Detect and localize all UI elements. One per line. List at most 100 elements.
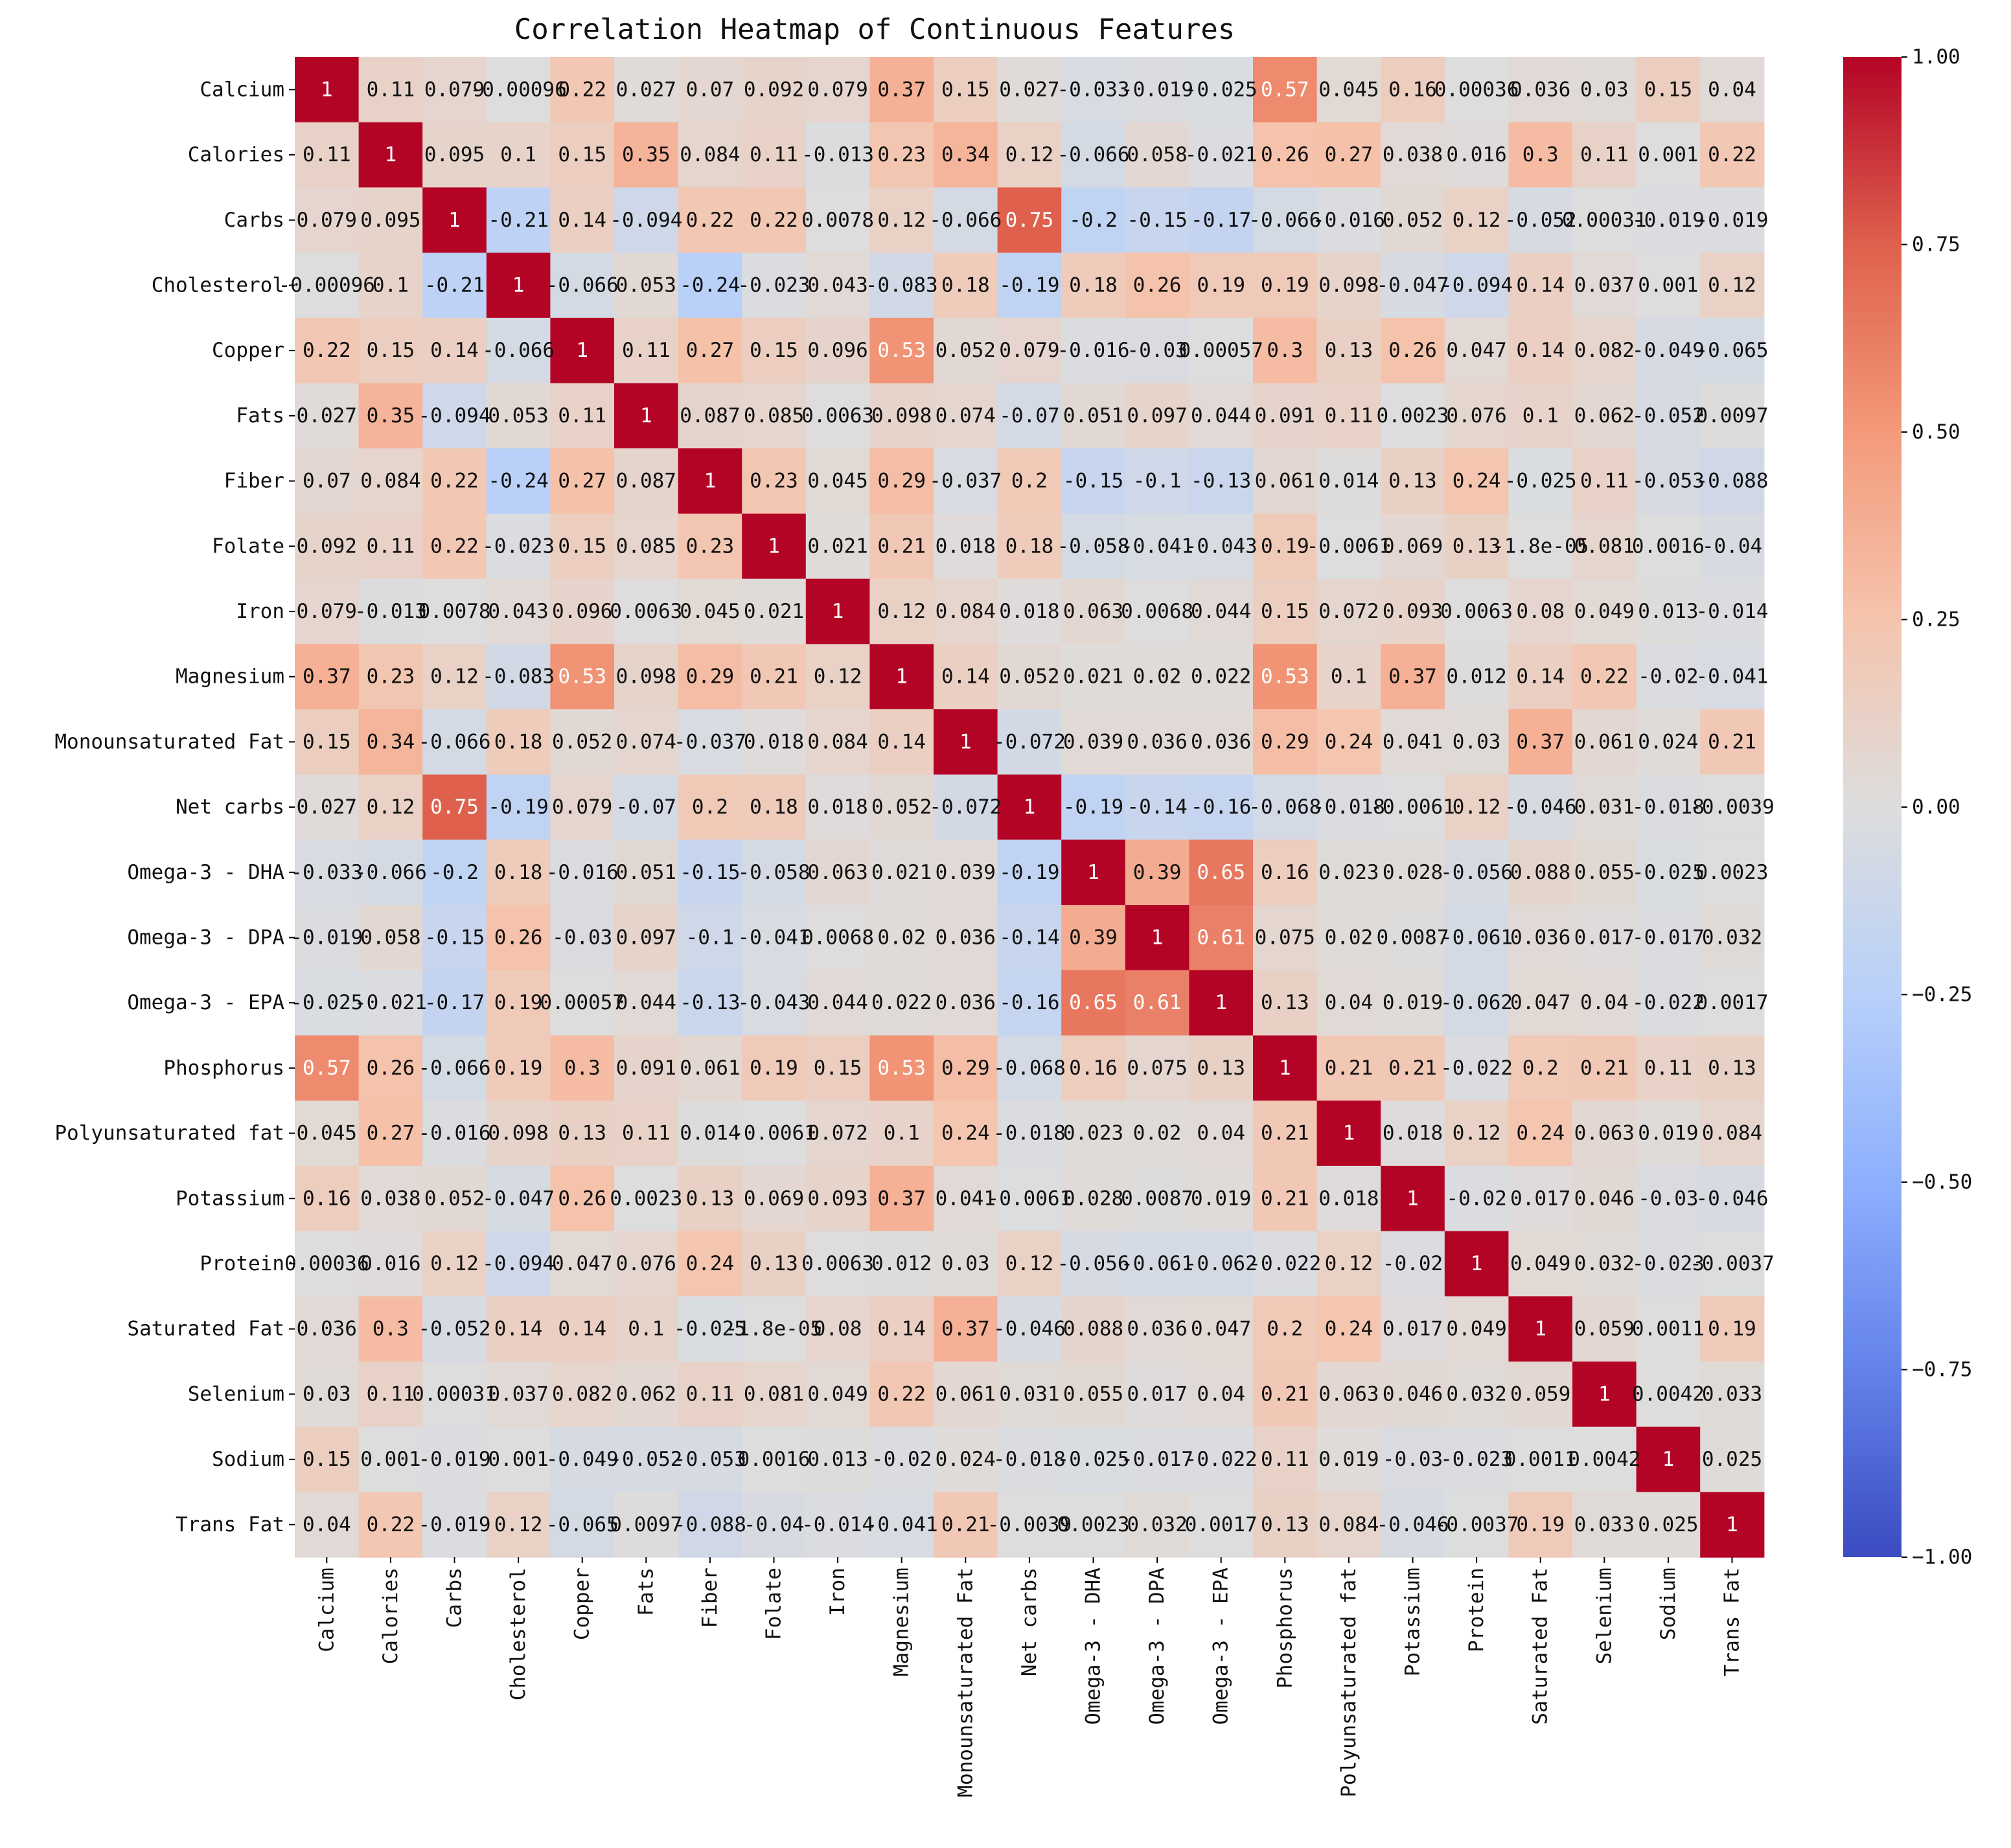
cell-annotation: 0.18	[1006, 534, 1054, 558]
cell-annotation: -0.19	[999, 861, 1059, 884]
heatmap-cell	[678, 1426, 742, 1492]
heatmap-cell	[742, 1101, 807, 1167]
cell-annotation: 0.047	[1446, 339, 1506, 362]
heatmap-cell	[486, 1426, 551, 1492]
heatmap-cell	[1253, 970, 1318, 1036]
heatmap-cell	[997, 122, 1062, 188]
cell-annotation: 0.027	[297, 795, 357, 819]
heatmap-cell	[997, 1035, 1062, 1101]
heatmap-cell	[1381, 1492, 1445, 1558]
heatmap-cell	[1381, 839, 1445, 906]
cell-annotation: 0.018	[936, 534, 996, 558]
cell-annotation: -0.066	[482, 339, 555, 362]
heatmap-cell	[1572, 970, 1637, 1036]
cell-annotation: -0.0061	[987, 1187, 1072, 1210]
heatmap-cell	[869, 1101, 934, 1167]
cell-annotation: 0.12	[877, 600, 926, 623]
cell-annotation: -0.15	[680, 861, 740, 884]
cell-annotation: -0.019	[1632, 209, 1705, 232]
cell-annotation: 0.023	[1063, 1122, 1123, 1145]
heatmap-cell	[1316, 187, 1381, 253]
cell-annotation: 0.076	[616, 1252, 676, 1275]
cell-annotation: 1	[1024, 795, 1036, 819]
heatmap-cell	[1636, 1035, 1701, 1101]
heatmap-cell	[742, 513, 807, 580]
cell-annotation: -0.0061	[1307, 534, 1392, 558]
cell-annotation: -0.033	[1057, 78, 1130, 101]
cell-annotation: 0.0011	[1632, 1318, 1705, 1341]
cell-annotation: 0.35	[622, 143, 671, 166]
heatmap-cell	[422, 57, 487, 123]
cell-annotation: 0.13	[1388, 470, 1437, 493]
x-tick-label: Cholesterol	[507, 1568, 530, 1700]
heatmap-cell	[1253, 1426, 1318, 1492]
cell-annotation: 0.08	[814, 1318, 862, 1341]
cell-annotation: 0.085	[744, 404, 804, 428]
cell-annotation: 0.11	[367, 78, 415, 101]
heatmap-cell	[678, 644, 742, 710]
cell-annotation: 0.098	[871, 404, 932, 428]
cell-annotation: -0.052	[1632, 404, 1705, 428]
cell-annotation: 0.21	[1325, 1056, 1373, 1080]
heatmap-cell	[614, 187, 679, 253]
cell-annotation: -0.0039	[987, 1513, 1072, 1536]
heatmap-cell	[1381, 383, 1445, 449]
cell-annotation: 1	[1215, 991, 1227, 1014]
heatmap-cell	[550, 839, 615, 906]
heatmap-cell	[997, 57, 1062, 123]
heatmap-cell	[614, 383, 679, 449]
cell-annotation: 0.0097	[1696, 404, 1769, 428]
heatmap-cell	[1636, 774, 1701, 840]
cell-annotation: 0.22	[1708, 143, 1756, 166]
cell-annotation: -0.017	[1632, 926, 1705, 949]
cell-annotation: 0.13	[1261, 991, 1309, 1014]
cell-annotation: 0.001	[360, 1448, 420, 1471]
heatmap-cell	[1508, 1231, 1573, 1297]
cell-annotation: 1	[576, 339, 588, 362]
heatmap-cell	[1125, 1296, 1189, 1362]
cell-annotation: 0.11	[1580, 470, 1629, 493]
colorbar-tick-label: 0.25	[1912, 608, 1960, 632]
cell-annotation: 0.53	[558, 665, 606, 689]
cell-annotation: -0.24	[680, 273, 740, 297]
cell-annotation: 0.031	[999, 1382, 1059, 1406]
heatmap-cell	[1508, 187, 1573, 253]
cell-annotation: 0.032	[1446, 1382, 1506, 1406]
cell-annotation: 0.091	[1255, 404, 1315, 428]
heatmap-cell	[1700, 513, 1765, 580]
cell-annotation: 0.061	[1255, 470, 1315, 493]
cell-annotation: -0.0037	[1690, 1252, 1775, 1275]
cell-annotation: -0.041	[738, 926, 810, 949]
cell-annotation: 0.092	[744, 78, 804, 101]
cell-annotation: -0.16	[1191, 795, 1251, 819]
heatmap-cell	[550, 1296, 615, 1362]
heatmap-cell	[742, 253, 807, 319]
cell-annotation: 0.15	[750, 339, 798, 362]
heatmap-cell	[358, 57, 423, 123]
cell-annotation: 0.16	[1388, 78, 1437, 101]
cell-annotation: 0.26	[1261, 143, 1309, 166]
y-tick-label: Saturated Fat	[127, 1318, 284, 1341]
cell-annotation: 0.0023	[1696, 861, 1769, 884]
cell-annotation: 0.097	[1127, 404, 1187, 428]
heatmap-cell	[422, 448, 487, 514]
cell-annotation: 0.074	[936, 404, 996, 428]
cell-annotation: 0.075	[1255, 926, 1315, 949]
cell-annotation: 0.019	[1318, 1448, 1379, 1471]
heatmap-cell	[869, 839, 934, 906]
heatmap-cell	[805, 187, 870, 253]
cell-annotation: 0.11	[1644, 1056, 1693, 1080]
cell-annotation: 0.26	[1133, 273, 1182, 297]
heatmap-cell	[1572, 774, 1637, 840]
heatmap-cell	[1125, 1231, 1189, 1297]
heatmap-cell	[742, 839, 807, 906]
heatmap-cell	[1316, 1101, 1381, 1167]
cell-annotation: 0.53	[877, 1056, 926, 1080]
cell-annotation: 0.001	[488, 1448, 548, 1471]
y-tick-label: Selenium	[188, 1382, 284, 1406]
cell-annotation: 0.0017	[1185, 1513, 1258, 1536]
cell-annotation: 0.2	[1011, 470, 1048, 493]
heatmap-cell	[1189, 578, 1254, 645]
cell-annotation: 0.098	[1318, 273, 1379, 297]
heatmap-cell	[1444, 905, 1509, 971]
